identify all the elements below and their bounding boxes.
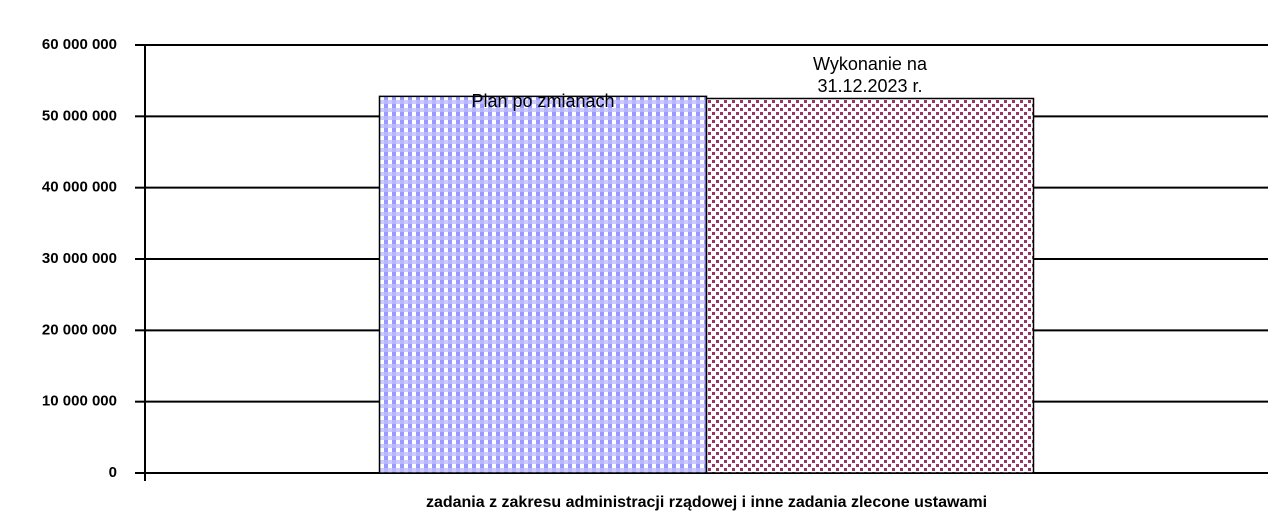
- x-tick-label: zadania z zakresu administracji rządowej…: [426, 494, 987, 511]
- y-tick-label: 0: [109, 464, 117, 481]
- y-tick-label: 40 000 000: [42, 179, 117, 196]
- bar: [378, 95, 708, 474]
- y-tick-label: 30 000 000: [42, 250, 117, 267]
- y-tick-label: 10 000 000: [42, 393, 117, 410]
- y-tick-label: 60 000 000: [42, 36, 117, 53]
- y-tick-label: 50 000 000: [42, 107, 117, 124]
- bar: [705, 97, 1035, 474]
- series-label: Plan po zmianach: [471, 91, 615, 112]
- y-tick-label: 20 000 000: [42, 321, 117, 338]
- series-label: Wykonanie na 31.12.2023 r.: [813, 53, 927, 96]
